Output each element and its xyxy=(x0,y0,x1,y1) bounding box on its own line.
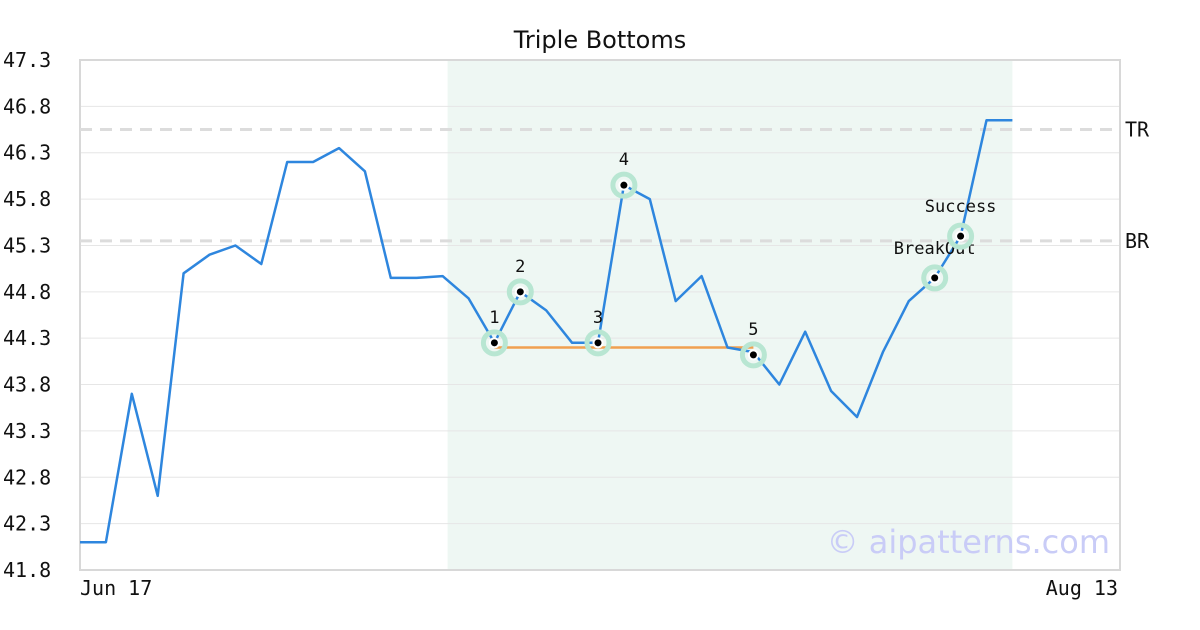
highlight-region-rect xyxy=(447,60,1013,570)
level-label-tr: TR xyxy=(1125,118,1150,142)
y-axis-ticks: 41.8 42.3 42.8 43.3 43.8 44.3 44.8 45.3 45.8 46.3… xyxy=(3,48,51,582)
y-tick-label: 43.8 xyxy=(3,373,51,397)
point-label: 1 xyxy=(489,308,499,328)
point-halo xyxy=(584,329,612,357)
y-tick-label: 42.8 xyxy=(3,465,51,489)
x-tick-label: Aug 13 xyxy=(1046,576,1118,600)
chart-title: Triple Bottoms xyxy=(513,26,687,54)
point-label: 5 xyxy=(748,320,758,340)
y-tick-label: 45.8 xyxy=(3,187,51,211)
point-halo xyxy=(480,329,508,357)
point-dot xyxy=(516,288,524,296)
y-tick-label: 47.3 xyxy=(3,48,51,72)
x-tick-label: Jun 17 xyxy=(80,576,152,600)
watermark: © aipatterns.com xyxy=(827,523,1110,561)
y-tick-label: 41.8 xyxy=(3,558,51,582)
x-axis-ticks: Jun 17 Aug 13 xyxy=(80,576,1118,600)
point-dot xyxy=(620,181,628,189)
point-halo xyxy=(610,171,638,199)
point-dot xyxy=(931,274,939,282)
level-label-br: BR xyxy=(1125,229,1150,253)
y-tick-label: 44.3 xyxy=(3,326,51,350)
y-tick-label: 43.3 xyxy=(3,419,51,443)
y-tick-label: 44.8 xyxy=(3,280,51,304)
point-halo xyxy=(506,278,534,306)
y-tick-label: 45.3 xyxy=(3,233,51,257)
point-label: 3 xyxy=(593,308,603,328)
y-tick-label: 42.3 xyxy=(3,512,51,536)
point-dot xyxy=(594,339,602,347)
price-line xyxy=(80,119,1013,544)
point-label: Success xyxy=(925,197,997,217)
point-dot xyxy=(749,351,757,359)
y-tick-label: 46.8 xyxy=(3,94,51,118)
y-tick-label: 46.3 xyxy=(3,141,51,165)
level-lines: TR BR xyxy=(80,118,1150,253)
point-label: 4 xyxy=(619,150,629,170)
point-dot xyxy=(490,339,498,347)
point-halo xyxy=(947,222,975,250)
plot-frame xyxy=(79,59,1121,571)
point-label: 2 xyxy=(515,257,525,277)
point-halo xyxy=(921,264,949,292)
price-series xyxy=(80,119,1013,544)
point-halo xyxy=(739,341,767,369)
highlight-region xyxy=(447,60,1013,570)
point-dot xyxy=(957,232,965,240)
